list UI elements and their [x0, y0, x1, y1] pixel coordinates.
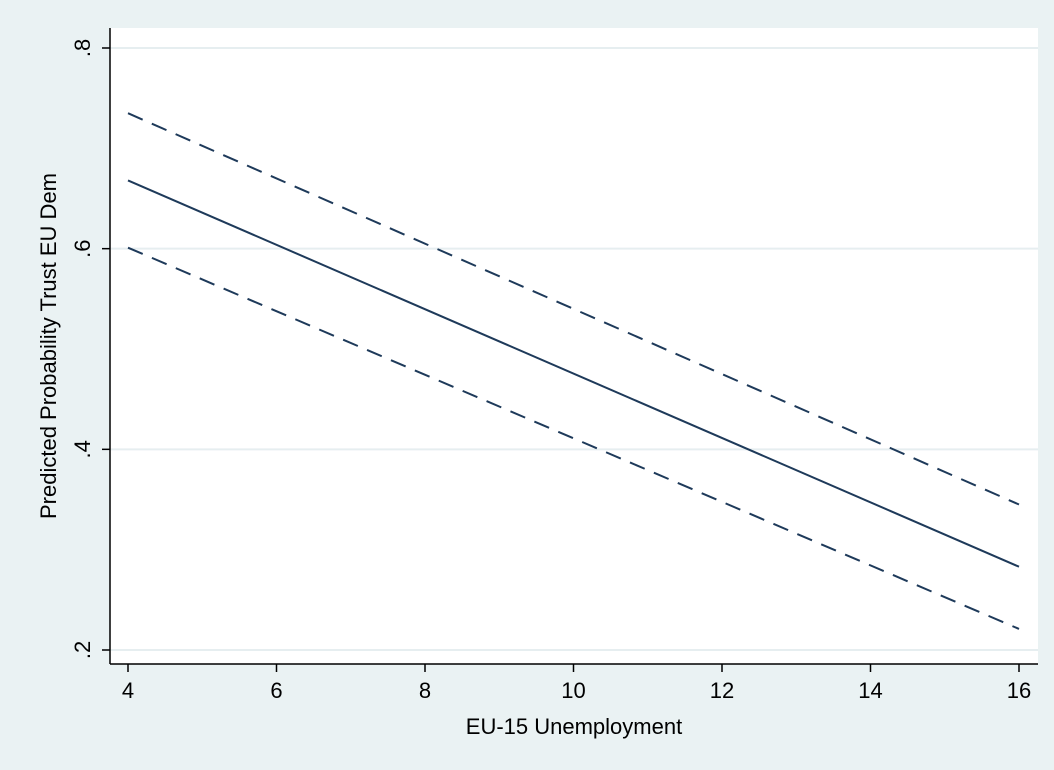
x-tick-label-5: 14 [858, 678, 882, 703]
x-tick-label-0: 4 [122, 678, 134, 703]
prediction-line [127, 179, 1020, 568]
y-tick-label-1: .4 [70, 440, 95, 458]
y-tick-label-0: .2 [70, 641, 95, 659]
lower-ci-line [127, 246, 1020, 630]
x-axis-title: EU-15 Unemployment [466, 714, 682, 739]
y-tick-label-3: .8 [70, 39, 95, 57]
x-tick-label-2: 8 [419, 678, 431, 703]
x-tick-label-3: 10 [561, 678, 585, 703]
plot-area [110, 28, 1038, 664]
x-tick-label-6: 16 [1007, 678, 1031, 703]
y-axis-title: Predicted Probability Trust EU Dem [36, 173, 61, 519]
y-axis-ticks: .2 .4 .6 .8 [70, 39, 110, 659]
x-tick-label-4: 12 [710, 678, 734, 703]
series-group [127, 112, 1020, 630]
x-tick-label-1: 6 [270, 678, 282, 703]
y-tick-label-2: .6 [70, 239, 95, 257]
upper-ci-line [127, 112, 1020, 506]
x-axis-ticks: 4 6 8 10 12 14 16 [122, 664, 1031, 703]
gridlines [110, 47, 1038, 651]
